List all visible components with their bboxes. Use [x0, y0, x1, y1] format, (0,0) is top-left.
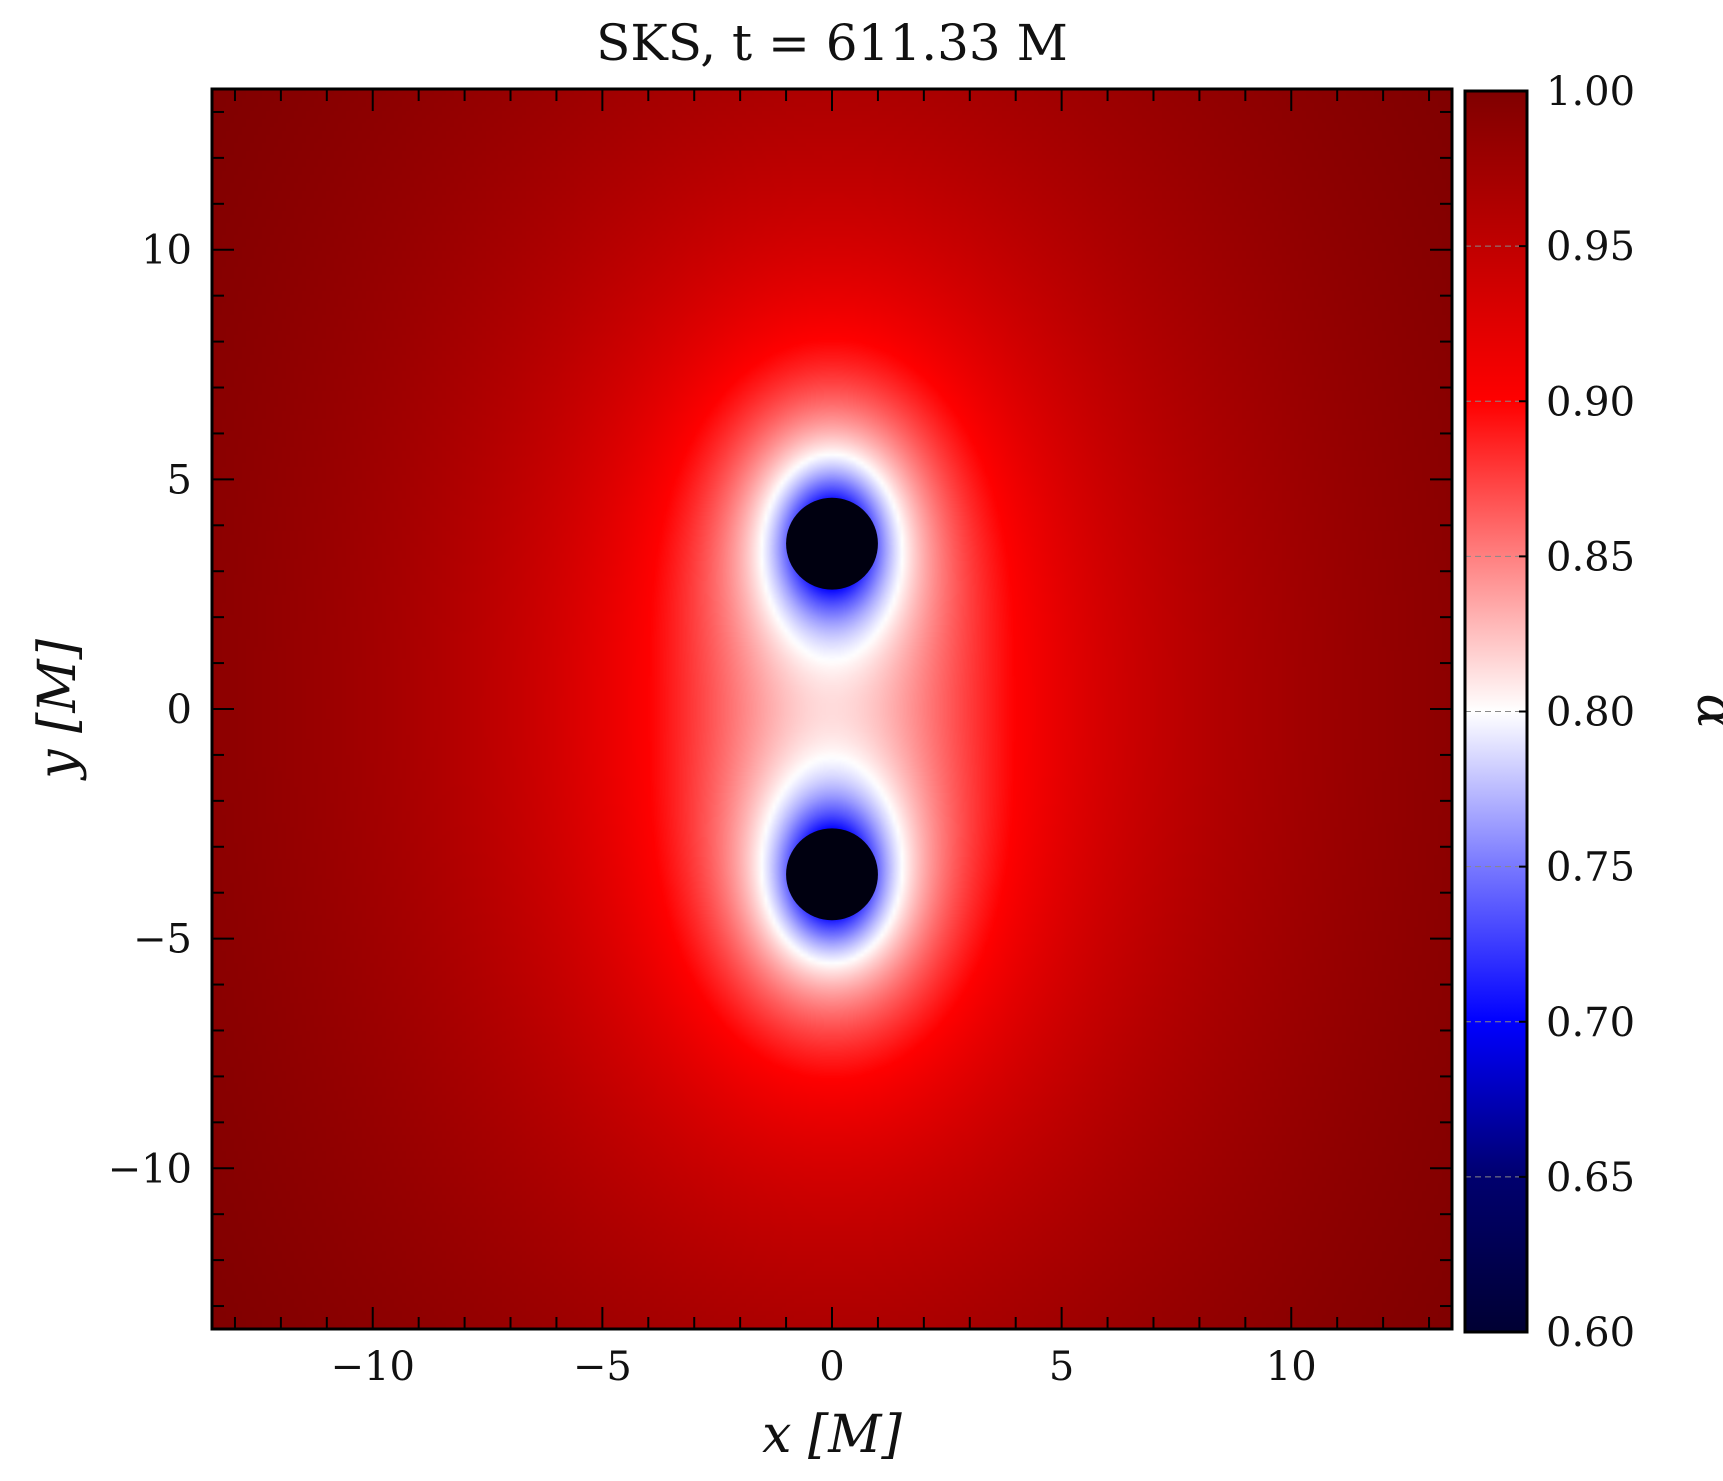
- colorbar: 0.60 0.65 0.70 0.75 0.80 0.85 0.90 0.95 1.00: [1463, 69, 1635, 1356]
- colorbar-tick-label: 0.95: [1546, 224, 1635, 270]
- colorbar-frame: [1463, 89, 1529, 1334]
- chart-title: SKS, t = 611.33 M: [596, 14, 1068, 72]
- colorbar-tick-label: 0.60: [1546, 1310, 1635, 1356]
- axis-ticks: [212, 89, 1452, 1329]
- colorbar-tick-label: 0.70: [1546, 1000, 1635, 1046]
- plot-area: [210, 87, 1454, 1331]
- horizon-group: [786, 497, 878, 921]
- y-tick-label: 10: [141, 228, 192, 274]
- colorbar-tick-label: 1.00: [1546, 69, 1635, 115]
- horizon-disk-2: [786, 828, 878, 921]
- y-axis-label: y [M]: [28, 638, 88, 780]
- colorbar-tick-label: 0.80: [1546, 690, 1635, 736]
- x-tick-labels: −10 −5 0 5 10: [331, 1344, 1317, 1390]
- colorbar-tick-label: 0.85: [1546, 534, 1635, 580]
- x-tick-label: 10: [1266, 1344, 1317, 1390]
- y-tick-labels: −10 −5 0 5 10: [108, 228, 192, 1193]
- x-tick-label: −5: [573, 1344, 632, 1390]
- x-tick-label: 0: [819, 1344, 844, 1390]
- y-tick-label: −10: [108, 1146, 192, 1192]
- y-tick-label: 0: [167, 687, 192, 733]
- colorbar-label: α: [1685, 693, 1723, 728]
- y-tick-label: −5: [133, 917, 192, 963]
- y-tick-label: 5: [167, 457, 192, 503]
- heatmap-image: [212, 89, 1452, 1329]
- x-tick-label: 5: [1049, 1344, 1074, 1390]
- colorbar-tick-labels: 0.60 0.65 0.70 0.75 0.80 0.85 0.90 0.95 1.00: [1546, 69, 1635, 1356]
- horizon-disk-1: [786, 497, 878, 590]
- x-axis-label: x [M]: [762, 1405, 902, 1465]
- x-tick-label: −10: [331, 1344, 415, 1390]
- colorbar-tick-label: 0.65: [1546, 1155, 1635, 1201]
- colorbar-tick-label: 0.90: [1546, 379, 1635, 425]
- colorbar-tick-label: 0.75: [1546, 845, 1635, 891]
